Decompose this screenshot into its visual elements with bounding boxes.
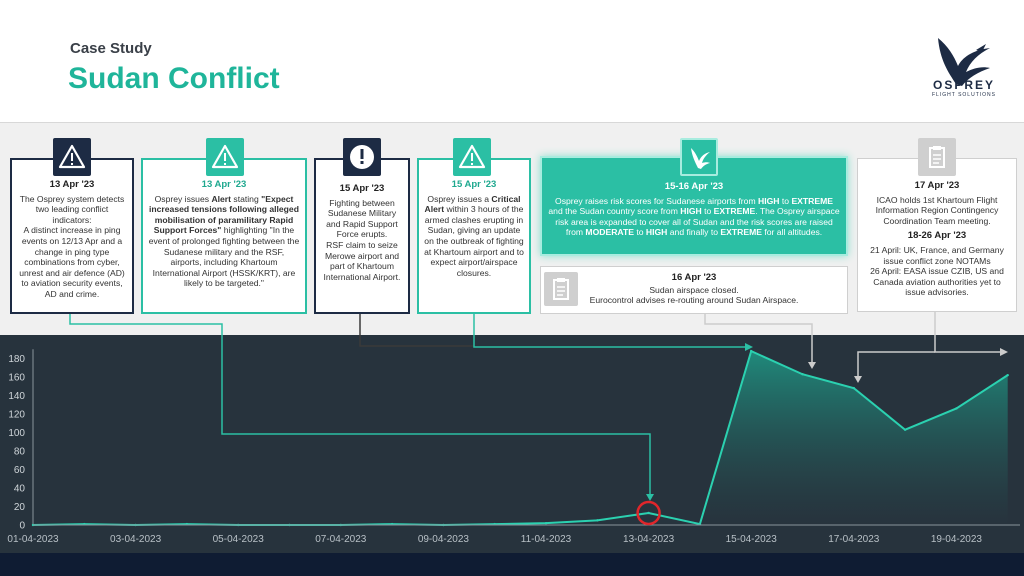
event-date: 15 Apr '23 xyxy=(339,183,385,194)
x-tick-label: 15-04-2023 xyxy=(726,534,778,545)
data-point xyxy=(596,519,599,522)
data-point xyxy=(852,386,855,390)
warning-icon xyxy=(206,138,244,176)
connector-arrowhead xyxy=(1000,348,1008,356)
y-tick-label: 120 xyxy=(8,410,25,421)
connector-arrowhead xyxy=(646,494,654,501)
event-text-secondary: 21 April: UK, France, and Germany issue … xyxy=(870,244,1004,298)
header-divider xyxy=(0,122,1024,123)
exclamation-icon xyxy=(343,138,381,176)
osprey-logo-icon xyxy=(938,38,990,86)
warning-icon xyxy=(453,138,491,176)
y-tick-label: 140 xyxy=(8,391,25,402)
series-line xyxy=(32,349,1009,527)
clipboard-icon xyxy=(544,272,578,306)
event-date: 15-16 Apr '23 xyxy=(664,181,724,192)
connector-arrowhead xyxy=(808,362,816,369)
page-title: Sudan Conflict xyxy=(68,62,280,95)
data-point xyxy=(1006,373,1009,377)
x-tick-label: 03-04-2023 xyxy=(110,534,162,545)
event-date: 17 Apr '23 xyxy=(914,180,960,191)
y-tick-label: 0 xyxy=(19,521,25,532)
event-text: The Osprey system detects two leading co… xyxy=(19,193,125,299)
event-date: 15 Apr '23 xyxy=(451,179,497,190)
x-tick-label: 13-04-2023 xyxy=(623,534,675,545)
event-text: Sudan airspace closed. Eurocontrol advise… xyxy=(589,284,799,306)
highlight-circle xyxy=(636,500,661,526)
x-tick-label: 17-04-2023 xyxy=(828,534,880,545)
data-point xyxy=(955,407,958,410)
event-text: ICAO holds 1st Khartoum Flight Informati… xyxy=(875,194,999,226)
event-card-ping-detection: 13 Apr '23 The Osprey system detects two… xyxy=(10,158,134,314)
y-tick-label: 20 xyxy=(14,502,26,513)
connector-icao xyxy=(934,312,1000,353)
y-tick-label: 40 xyxy=(14,484,26,495)
data-point xyxy=(903,428,907,431)
connector-arrowhead xyxy=(854,376,862,383)
y-tick-label: 60 xyxy=(14,465,26,476)
data-point xyxy=(647,511,650,515)
connector-airspace xyxy=(704,314,813,364)
event-card-airspace-closed: 16 Apr '23 Sudan airspace closed. Eurocon… xyxy=(540,266,848,314)
data-point xyxy=(801,373,804,376)
series-area xyxy=(33,351,1008,525)
event-text: Osprey issues Alert stating "Expect incr… xyxy=(148,193,300,289)
y-tick-label: 100 xyxy=(8,428,25,439)
connector-alert-to-chart xyxy=(69,314,651,496)
event-text: Osprey raises risk scores for Sudanese a… xyxy=(548,195,840,238)
page-subtitle: Case Study xyxy=(70,40,152,57)
event-date-secondary: 18-26 Apr '23 xyxy=(907,230,967,242)
warning-icon xyxy=(53,138,91,176)
x-tick-label: 05-04-2023 xyxy=(213,534,265,545)
event-date: 13 Apr '23 xyxy=(49,179,95,190)
osprey-bird-icon xyxy=(680,138,718,176)
clipboard-icon xyxy=(918,138,956,176)
x-tick-label: 19-04-2023 xyxy=(931,534,983,545)
logo-tagline: FLIGHT SOLUTIONS xyxy=(932,92,996,98)
connector-arrowhead xyxy=(745,343,753,351)
data-point xyxy=(544,521,548,525)
connector-icao-branch xyxy=(857,351,935,378)
event-text: Osprey issues a Critical Alert within 3 … xyxy=(424,193,524,278)
event-card-fighting-erupts: 15 Apr '23 Fighting between Sudanese Mil… xyxy=(314,158,410,314)
footer-bar xyxy=(0,553,1024,576)
x-tick-label: 11-04-2023 xyxy=(521,534,572,545)
event-date: 13 Apr '23 xyxy=(201,179,247,190)
x-tick-label: 09-04-2023 xyxy=(418,534,470,545)
y-tick-label: 180 xyxy=(8,354,25,365)
x-tick-label: 01-04-2023 xyxy=(7,534,59,545)
x-tick-label: 07-04-2023 xyxy=(315,534,367,545)
connector-critical-alert xyxy=(473,314,745,348)
y-tick-label: 160 xyxy=(8,373,25,384)
y-tick-label: 80 xyxy=(14,447,26,458)
event-card-osprey-alert: 13 Apr '23 Osprey issues Alert stating "… xyxy=(141,158,307,314)
event-text: Fighting between Sudanese Military and R… xyxy=(323,197,401,282)
logo-wordmark: OSPREY xyxy=(932,78,995,92)
event-card-critical-alert: 15 Apr '23 Osprey issues a Critical Aler… xyxy=(417,158,531,314)
data-point xyxy=(750,349,753,353)
event-date: 16 Apr '23 xyxy=(671,272,717,283)
connector-fighting xyxy=(359,314,474,347)
